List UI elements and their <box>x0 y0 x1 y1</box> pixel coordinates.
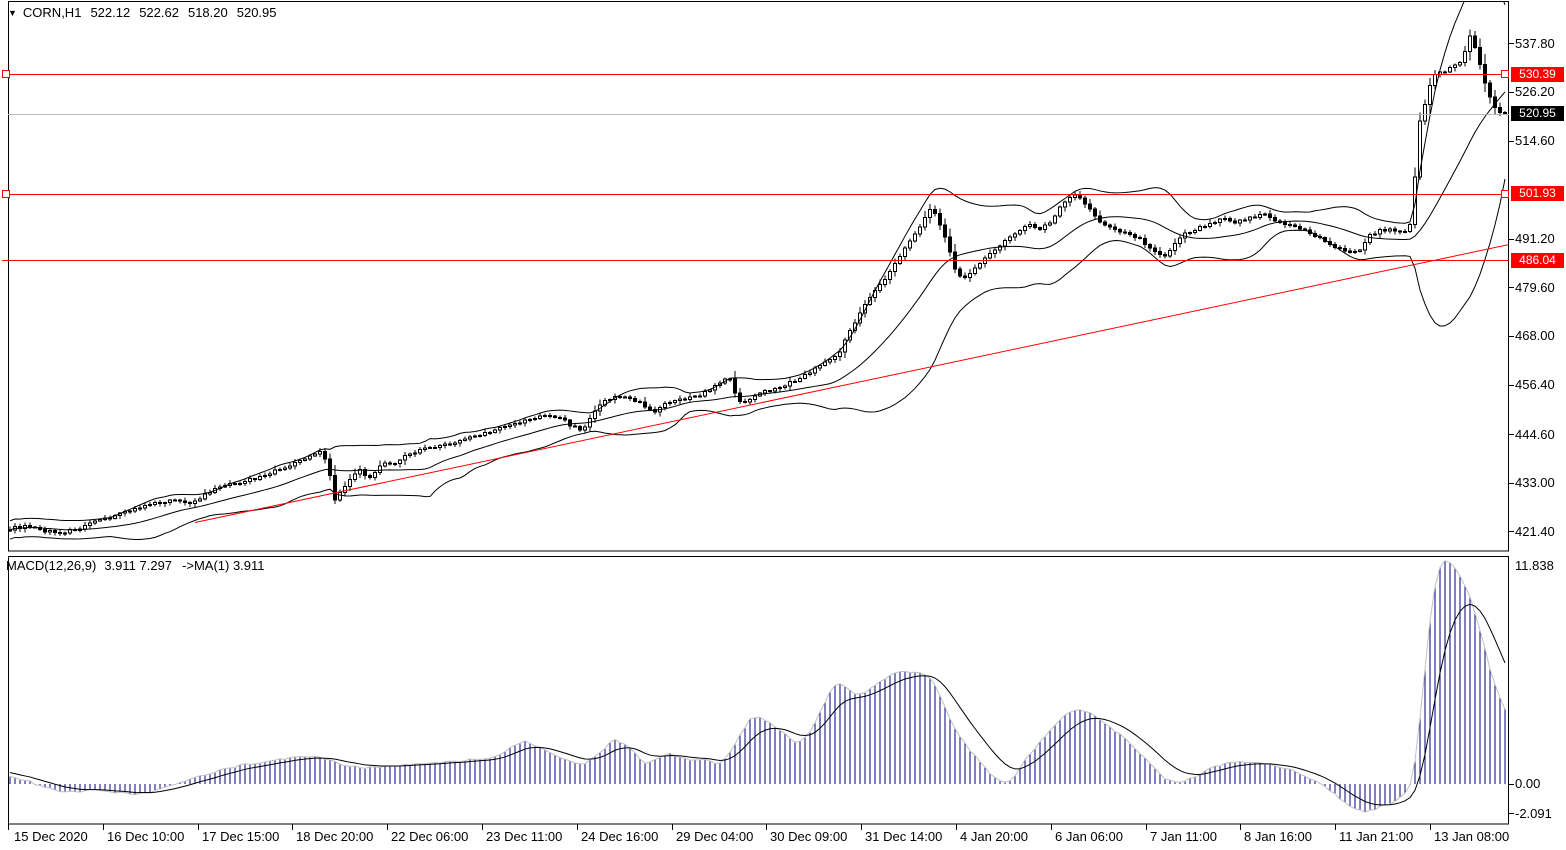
time-axis-label: 15 Dec 2020 <box>14 829 88 844</box>
price-axis-label: 526.20 <box>1515 84 1555 100</box>
time-axis-label: 31 Dec 14:00 <box>865 829 943 844</box>
price-axis-label: 433.00 <box>1515 475 1555 491</box>
quote-high: 522.62 <box>139 5 179 20</box>
symbol-period-label: CORN,H1 <box>22 5 82 20</box>
time-axis-label: 7 Jan 11:00 <box>1150 829 1217 844</box>
time-axis-label: 22 Dec 06:00 <box>391 829 469 844</box>
symbol-dropdown-icon[interactable]: ▼ <box>8 8 17 18</box>
time-axis-label: 8 Jan 16:00 <box>1244 829 1312 844</box>
quote-low: 518.20 <box>187 5 228 20</box>
time-axis-label: 24 Dec 16:00 <box>581 829 659 844</box>
macd-axis-max-label: 11.838 <box>1515 558 1554 573</box>
hline-handle-right[interactable] <box>1501 70 1509 78</box>
time-axis-label: 17 Dec 15:00 <box>202 829 280 844</box>
price-axis-label: 537.80 <box>1515 35 1555 51</box>
price-badge: 520.95 <box>1511 106 1564 122</box>
price-axis-label: 421.40 <box>1515 523 1555 539</box>
chart-header: ▼ CORN,H1 522.12 522.62 518.20 520.95 <box>8 5 277 20</box>
quote-close: 520.95 <box>236 5 277 20</box>
time-axis-label: 4 Jan 20:00 <box>960 829 1028 844</box>
price-axis-label: 456.40 <box>1515 377 1555 393</box>
macd-indicator-label: MACD(12,26,9) 3.911 7.297 ->MA(1) 3.911 <box>6 558 265 573</box>
price-axis-label: 444.60 <box>1515 426 1555 442</box>
time-axis-label: 29 Dec 04:00 <box>676 829 754 844</box>
price-axis-label: 514.60 <box>1515 133 1555 149</box>
price-badge: 530.39 <box>1511 66 1564 82</box>
macd-ma-label: ->MA(1) 3.911 <box>182 558 265 573</box>
macd-axis-min-label: -2.091 <box>1515 806 1552 821</box>
macd-name: MACD(12,26,9) <box>6 558 97 573</box>
time-axis-label: 30 Dec 09:00 <box>770 829 848 844</box>
hline-handle-left[interactable] <box>2 70 10 78</box>
price-badge: 501.93 <box>1511 186 1564 202</box>
hline-handle-left[interactable] <box>2 190 10 198</box>
macd-values: 3.911 7.297 <box>104 558 173 573</box>
time-axis-label: 16 Dec 10:00 <box>107 829 185 844</box>
price-axis[interactable] <box>1510 0 1566 824</box>
macd-indicator-area[interactable] <box>8 556 1509 824</box>
time-axis-label: 23 Dec 11:00 <box>486 829 563 844</box>
price-axis-label: 479.60 <box>1515 279 1555 295</box>
price-axis-label: 468.00 <box>1515 328 1555 344</box>
price-axis-label: 491.20 <box>1515 231 1555 247</box>
main-chart-area[interactable] <box>8 1 1509 551</box>
time-axis-label: 11 Jan 21:00 <box>1339 829 1414 844</box>
hline-handle-right[interactable] <box>1501 190 1509 198</box>
time-axis-label: 18 Dec 20:00 <box>296 829 374 844</box>
price-badge: 486.04 <box>1511 252 1564 268</box>
time-axis-label: 6 Jan 06:00 <box>1055 829 1123 844</box>
quote-open: 522.12 <box>90 5 131 20</box>
macd-axis-zero-label: 0.00 <box>1515 776 1541 792</box>
time-axis-label: 13 Jan 08:00 <box>1434 829 1510 844</box>
